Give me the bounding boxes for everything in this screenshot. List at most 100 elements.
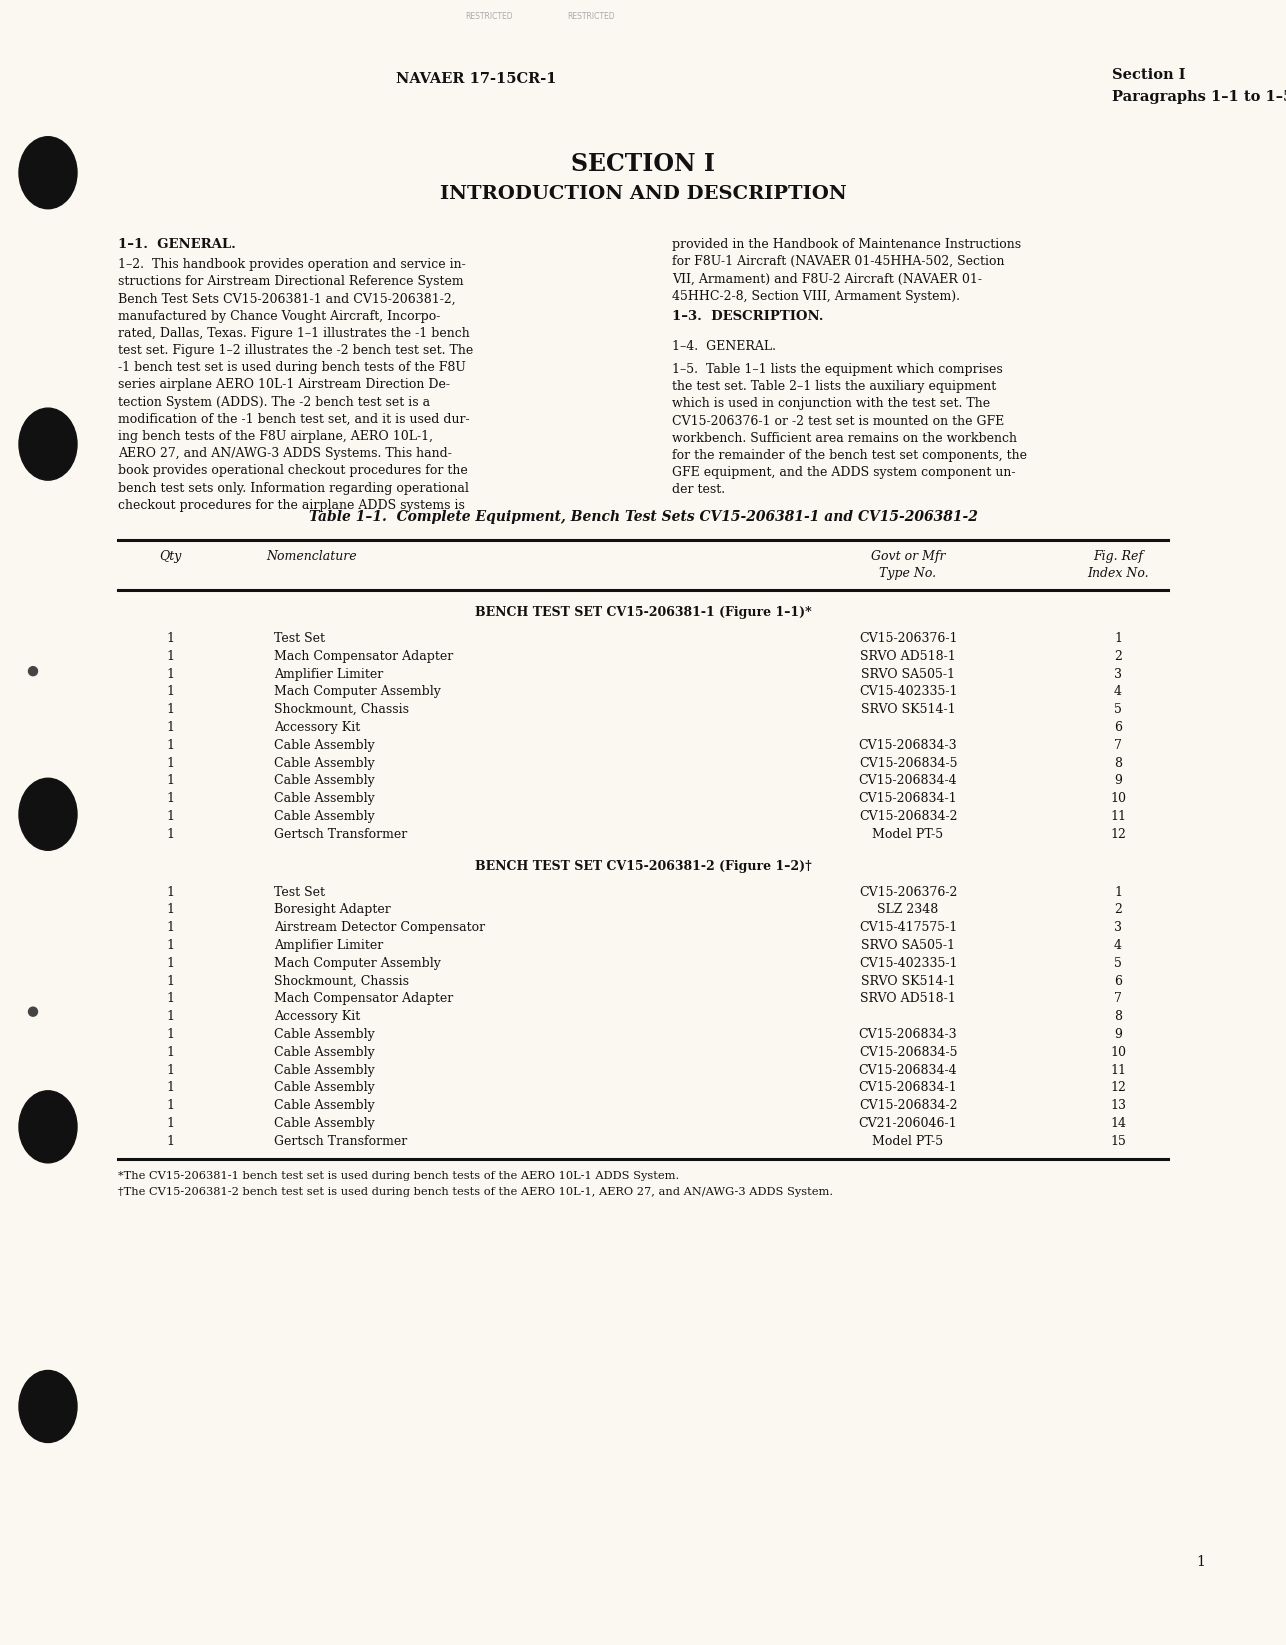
Text: Model PT-5: Model PT-5 [872,827,944,841]
Ellipse shape [19,137,77,209]
Text: 1: 1 [166,1046,174,1059]
Text: 1: 1 [166,903,174,916]
Text: 3: 3 [1114,668,1121,681]
Text: CV15-402335-1: CV15-402335-1 [859,686,957,699]
Text: Cable Assembly: Cable Assembly [274,793,374,804]
Ellipse shape [19,1370,77,1443]
Text: 45HHC-2-8, Section VIII, Armament System).: 45HHC-2-8, Section VIII, Armament System… [673,290,961,303]
Text: Cable Assembly: Cable Assembly [274,739,374,752]
Text: *The CV15-206381-1 bench test set is used during bench tests of the AERO 10L-1 A: *The CV15-206381-1 bench test set is use… [118,1171,679,1181]
Text: 1–5.  Table 1–1 lists the equipment which comprises: 1–5. Table 1–1 lists the equipment which… [673,364,1003,377]
Text: CV15-206834-5: CV15-206834-5 [859,757,957,770]
Text: Boresight Adapter: Boresight Adapter [274,903,391,916]
Text: Fig. Ref: Fig. Ref [1093,549,1143,563]
Text: for F8U-1 Aircraft (NAVAER 01-45HHA-502, Section: for F8U-1 Aircraft (NAVAER 01-45HHA-502,… [673,255,1004,268]
Text: SRVO SA505-1: SRVO SA505-1 [862,668,955,681]
Text: ing bench tests of the F8U airplane, AERO 10L-1,: ing bench tests of the F8U airplane, AER… [118,429,433,443]
Ellipse shape [19,408,77,480]
Text: Airstream Detector Compensator: Airstream Detector Compensator [274,921,485,934]
Text: Bench Test Sets CV15-206381-1 and CV15-206381-2,: Bench Test Sets CV15-206381-1 and CV15-2… [118,293,455,306]
Text: SRVO SK514-1: SRVO SK514-1 [860,702,955,716]
Text: 7: 7 [1114,739,1121,752]
Text: BENCH TEST SET CV15-206381-1 (Figure 1–1)*: BENCH TEST SET CV15-206381-1 (Figure 1–1… [475,605,811,619]
Text: 1: 1 [166,739,174,752]
Text: 1: 1 [166,957,174,971]
Text: Gertsch Transformer: Gertsch Transformer [274,1135,408,1148]
Text: GFE equipment, and the ADDS system component un-: GFE equipment, and the ADDS system compo… [673,466,1016,479]
Text: 12: 12 [1110,1081,1127,1094]
Text: der test.: der test. [673,484,725,497]
Text: CV15-417575-1: CV15-417575-1 [859,921,957,934]
Text: 13: 13 [1110,1099,1127,1112]
Text: SRVO SK514-1: SRVO SK514-1 [860,974,955,987]
Text: BENCH TEST SET CV15-206381-2 (Figure 1–2)†: BENCH TEST SET CV15-206381-2 (Figure 1–2… [475,860,811,872]
Text: Accessory Kit: Accessory Kit [274,1010,360,1023]
Text: -1 bench test set is used during bench tests of the F8U: -1 bench test set is used during bench t… [118,362,466,373]
Text: 2: 2 [1114,903,1121,916]
Text: 1: 1 [166,686,174,699]
Text: 1: 1 [166,757,174,770]
Text: 1: 1 [166,668,174,681]
Text: Amplifier Limiter: Amplifier Limiter [274,939,383,952]
Text: provided in the Handbook of Maintenance Instructions: provided in the Handbook of Maintenance … [673,239,1021,252]
Text: Cable Assembly: Cable Assembly [274,757,374,770]
Text: 6: 6 [1114,721,1121,734]
Text: Cable Assembly: Cable Assembly [274,1081,374,1094]
Text: 1–4.  GENERAL.: 1–4. GENERAL. [673,341,775,354]
Text: Cable Assembly: Cable Assembly [274,1028,374,1041]
Text: Shockmount, Chassis: Shockmount, Chassis [274,974,409,987]
Text: 1: 1 [166,702,174,716]
Text: 2: 2 [1114,650,1121,663]
Ellipse shape [28,1007,37,1017]
Text: Test Set: Test Set [274,632,325,645]
Text: Cable Assembly: Cable Assembly [274,1046,374,1059]
Text: Paragraphs 1–1 to 1–5: Paragraphs 1–1 to 1–5 [1112,90,1286,104]
Text: Mach Computer Assembly: Mach Computer Assembly [274,957,441,971]
Text: tection System (ADDS). The -2 bench test set is a: tection System (ADDS). The -2 bench test… [118,395,430,408]
Text: 1: 1 [166,632,174,645]
Text: Model PT-5: Model PT-5 [872,1135,944,1148]
Text: Table 1–1.  Complete Equipment, Bench Test Sets CV15-206381-1 and CV15-206381-2: Table 1–1. Complete Equipment, Bench Tes… [309,510,977,525]
Text: 1: 1 [166,650,174,663]
Text: AERO 27, and AN/AWG-3 ADDS Systems. This hand-: AERO 27, and AN/AWG-3 ADDS Systems. This… [118,447,451,461]
Text: 1: 1 [1114,885,1121,898]
Text: CV15-206834-3: CV15-206834-3 [859,1028,957,1041]
Text: CV21-206046-1: CV21-206046-1 [859,1117,957,1130]
Text: Cable Assembly: Cable Assembly [274,1099,374,1112]
Text: for the remainder of the bench test set components, the: for the remainder of the bench test set … [673,449,1028,462]
Text: CV15-206834-5: CV15-206834-5 [859,1046,957,1059]
Text: 9: 9 [1114,775,1121,788]
Text: 1: 1 [166,1135,174,1148]
Text: NAVAER 17-15CR-1: NAVAER 17-15CR-1 [396,72,556,86]
Text: which is used in conjunction with the test set. The: which is used in conjunction with the te… [673,398,990,410]
Text: 1: 1 [166,1099,174,1112]
Text: 14: 14 [1110,1117,1127,1130]
Text: 1: 1 [166,1010,174,1023]
Text: Cable Assembly: Cable Assembly [274,775,374,788]
Text: CV15-206834-4: CV15-206834-4 [859,775,957,788]
Text: Gertsch Transformer: Gertsch Transformer [274,827,408,841]
Text: RESTRICTED: RESTRICTED [567,12,616,21]
Text: Accessory Kit: Accessory Kit [274,721,360,734]
Text: 11: 11 [1110,1064,1127,1076]
Text: 1: 1 [166,974,174,987]
Text: structions for Airstream Directional Reference System: structions for Airstream Directional Ref… [118,275,464,288]
Text: 10: 10 [1110,793,1127,804]
Ellipse shape [19,778,77,850]
Text: modification of the -1 bench test set, and it is used dur-: modification of the -1 bench test set, a… [118,413,469,426]
Ellipse shape [28,666,37,676]
Text: Cable Assembly: Cable Assembly [274,1064,374,1076]
Text: Amplifier Limiter: Amplifier Limiter [274,668,383,681]
Text: 9: 9 [1114,1028,1121,1041]
Text: 15: 15 [1110,1135,1127,1148]
Text: CV15-206834-1: CV15-206834-1 [859,1081,957,1094]
Text: 8: 8 [1114,1010,1121,1023]
Text: 1: 1 [166,992,174,1005]
Text: Mach Computer Assembly: Mach Computer Assembly [274,686,441,699]
Text: 1: 1 [166,809,174,822]
Text: 1–3.  DESCRIPTION.: 1–3. DESCRIPTION. [673,309,823,322]
Text: bench test sets only. Information regarding operational: bench test sets only. Information regard… [118,482,469,495]
Text: 8: 8 [1114,757,1121,770]
Text: Cable Assembly: Cable Assembly [274,809,374,822]
Text: 1: 1 [166,1028,174,1041]
